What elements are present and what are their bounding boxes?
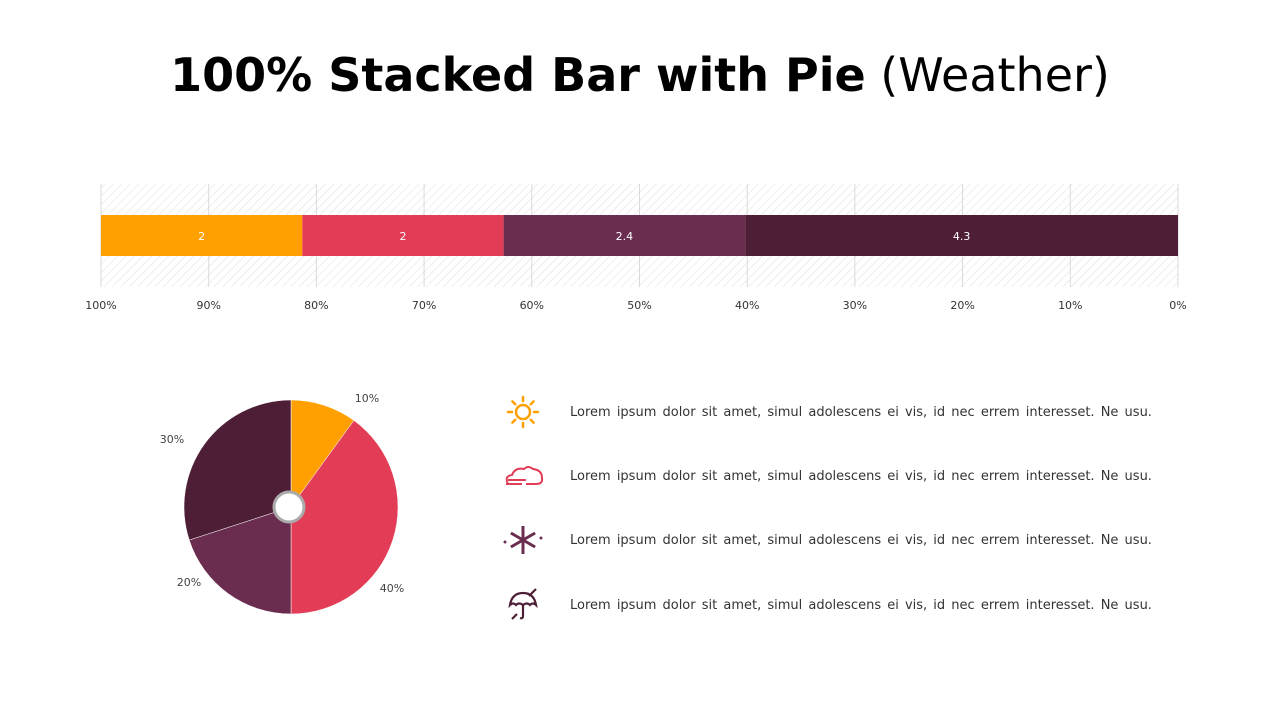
bar-segment: [302, 215, 504, 256]
data-label: 2.4: [616, 230, 634, 243]
legend-text: Lorem ipsum dolor sit amet, simul adoles…: [570, 468, 1152, 484]
tick-label: 0%: [1169, 299, 1186, 312]
title-bold: 100% Stacked Bar with Pie: [170, 48, 866, 102]
bar-segment: [503, 215, 746, 256]
tick-label: 100%: [85, 299, 116, 312]
legend-item: Lorem ipsum dolor sit amet, simul adoles…: [500, 392, 1200, 432]
page-title: 100% Stacked Bar with Pie (Weather): [0, 48, 1280, 102]
slice-label: 10%: [355, 392, 379, 405]
title-normal: (Weather): [880, 48, 1110, 102]
bar-segment: [101, 215, 303, 256]
tick-label: 40%: [735, 299, 759, 312]
tick-label: 90%: [196, 299, 220, 312]
data-label: 4.3: [953, 230, 971, 243]
tick-label: 10%: [1058, 299, 1082, 312]
legend-text: Lorem ipsum dolor sit amet, simul adoles…: [570, 597, 1152, 613]
tick-label: 80%: [304, 299, 328, 312]
umbrella-icon: [508, 588, 538, 620]
pie-slice: [183, 399, 292, 541]
legend-item: Lorem ipsum dolor sit amet, simul adoles…: [500, 585, 1200, 625]
tick-label: 30%: [843, 299, 867, 312]
data-label: 2: [399, 230, 406, 243]
pie-slice: [188, 506, 292, 615]
tick-label: 20%: [950, 299, 974, 312]
legend-item: Lorem ipsum dolor sit amet, simul adoles…: [500, 456, 1200, 496]
slice-label: 40%: [380, 582, 404, 595]
legend-item: Lorem ipsum dolor sit amet, simul adoles…: [500, 520, 1200, 560]
pie-slice: [290, 420, 399, 615]
slice-label: 30%: [160, 433, 184, 446]
pie-center-hole: [272, 490, 306, 524]
sun-icon: [506, 395, 540, 429]
legend-text: Lorem ipsum dolor sit amet, simul adoles…: [570, 532, 1152, 548]
cloud-fog-icon: [505, 466, 544, 485]
snowflake-icon: [503, 526, 543, 554]
tick-label: 60%: [520, 299, 544, 312]
tick-label: 70%: [412, 299, 436, 312]
bar-segment: [745, 215, 1178, 256]
tick-label: 50%: [627, 299, 651, 312]
legend-text: Lorem ipsum dolor sit amet, simul adoles…: [570, 404, 1152, 420]
data-label: 2: [198, 230, 205, 243]
slice-label: 20%: [177, 576, 201, 589]
